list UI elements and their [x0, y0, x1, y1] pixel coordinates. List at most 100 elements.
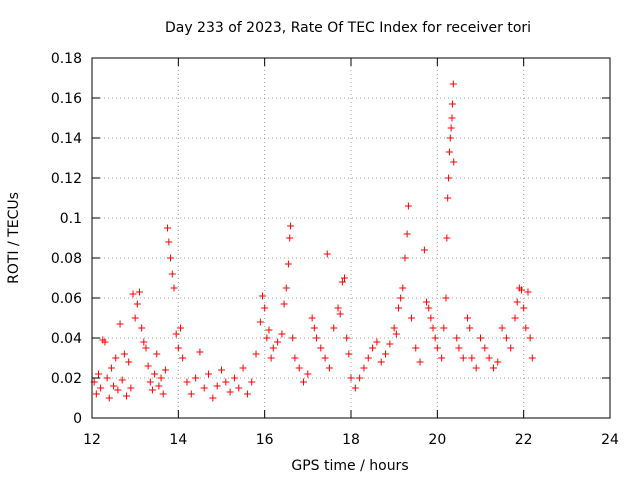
data-point — [464, 314, 472, 322]
data-point — [107, 364, 115, 372]
data-point — [448, 100, 456, 108]
data-point — [401, 254, 409, 262]
data-point — [304, 370, 312, 378]
data-point — [466, 324, 474, 332]
data-point — [507, 344, 515, 352]
y-tick-label: 0.06 — [51, 291, 82, 307]
data-point — [259, 292, 267, 300]
data-point — [468, 354, 476, 362]
x-tick-label: 16 — [256, 432, 274, 448]
data-point — [129, 290, 137, 298]
data-point — [449, 80, 457, 88]
data-point — [392, 330, 400, 338]
y-tick-label: 0.1 — [60, 211, 82, 227]
data-point — [133, 300, 141, 308]
data-point — [526, 334, 534, 342]
data-point — [157, 374, 165, 382]
data-point — [265, 326, 273, 334]
data-point — [356, 374, 364, 382]
data-point — [148, 386, 156, 394]
data-point — [261, 304, 269, 312]
data-point — [360, 364, 368, 372]
data-point — [443, 234, 451, 242]
data-point — [513, 298, 521, 306]
data-point — [404, 202, 412, 210]
data-point — [312, 334, 320, 342]
data-point — [243, 390, 251, 398]
data-point — [209, 394, 217, 402]
chart-title: Day 233 of 2023, Rate Of TEC Index for r… — [165, 20, 531, 36]
data-point — [291, 354, 299, 362]
y-tick-label: 0.18 — [51, 51, 82, 67]
data-point — [489, 364, 497, 372]
data-point — [520, 304, 528, 312]
data-point — [161, 366, 169, 374]
data-point — [280, 300, 288, 308]
data-point — [472, 364, 480, 372]
data-point — [192, 374, 200, 382]
data-point — [373, 338, 381, 346]
data-point — [477, 334, 484, 342]
data-point — [159, 390, 167, 398]
data-point — [196, 348, 204, 356]
data-point — [153, 350, 161, 358]
data-point — [230, 374, 238, 382]
data-point — [138, 324, 146, 332]
data-point — [248, 378, 256, 386]
data-point — [120, 350, 128, 358]
data-point — [235, 384, 243, 392]
data-point — [218, 366, 225, 374]
data-point — [170, 284, 178, 292]
y-axis-title: ROTI / TECUs — [6, 192, 22, 284]
data-point — [438, 354, 446, 362]
data-point — [459, 354, 467, 362]
data-point — [112, 354, 120, 362]
data-point — [522, 324, 530, 332]
data-point — [330, 324, 338, 332]
data-point — [377, 358, 385, 366]
data-point — [310, 324, 318, 332]
data-point — [284, 260, 292, 268]
x-tick-label: 24 — [601, 432, 619, 448]
data-point — [390, 324, 398, 332]
data-point — [386, 340, 394, 348]
y-tick-label: 0.14 — [51, 131, 82, 147]
data-point — [416, 358, 424, 366]
data-point — [448, 114, 456, 122]
data-point — [295, 364, 303, 372]
data-point — [445, 174, 453, 182]
data-point — [144, 362, 152, 370]
data-point — [282, 284, 290, 292]
data-point — [427, 314, 435, 322]
data-point — [403, 230, 411, 238]
data-point — [151, 370, 159, 378]
data-point — [205, 370, 213, 378]
data-point — [524, 288, 532, 296]
data-point — [445, 148, 453, 156]
data-point — [338, 278, 346, 286]
data-point — [287, 222, 295, 230]
data-point — [142, 344, 150, 352]
data-point — [146, 378, 154, 386]
data-point — [423, 298, 431, 306]
data-point — [105, 394, 113, 402]
y-tick-label: 0.12 — [51, 171, 82, 187]
data-point — [278, 330, 286, 338]
tick-layer: 0 0.02 0.04 0.06 0.08 0.1 0.12 0.14 0.16 0.18 12 14… — [51, 51, 619, 448]
data-point — [420, 246, 428, 254]
data-point — [267, 354, 275, 362]
data-point — [125, 358, 133, 366]
data-point — [446, 134, 454, 142]
data-point — [256, 318, 264, 326]
data-point — [289, 334, 297, 342]
data-point — [321, 354, 329, 362]
data-point — [511, 314, 519, 322]
data-point — [343, 334, 351, 342]
data-point — [394, 304, 402, 312]
data-point — [274, 338, 282, 346]
data-point — [110, 382, 118, 390]
y-tick-label: 0 — [73, 411, 82, 427]
data-point — [179, 354, 187, 362]
data-point — [481, 344, 489, 352]
